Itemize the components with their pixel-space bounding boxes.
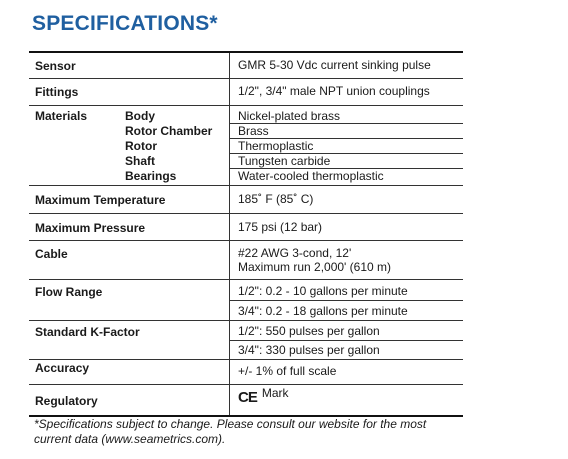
row-max-pressure: Maximum Pressure 175 psi (12 bar) [29, 213, 463, 240]
row-value: 1/2", 3/4" male NPT union couplings [238, 84, 430, 98]
row-value-line1: #22 AWG 3-cond, 12' [238, 246, 352, 260]
material-value: Water-cooled thermoplastic [238, 169, 384, 183]
row-label: Maximum Pressure [35, 221, 146, 235]
row-max-temperature: Maximum Temperature 185˚ F (85˚ C) [29, 185, 463, 213]
row-value: 185˚ F (85˚ C) [238, 192, 314, 206]
row-label: Standard K-Factor [35, 325, 140, 339]
row-materials: Materials Body Nickel-plated brass Rotor… [29, 105, 463, 185]
row-value-line1: 1/2": 0.2 - 10 gallons per minute [238, 284, 408, 298]
row-k-factor: Standard K-Factor 1/2": 550 pulses per g… [29, 320, 463, 359]
row-value-line1: 1/2": 550 pulses per gallon [238, 324, 380, 338]
row-value: CE Mark [238, 386, 289, 406]
material-part: Shaft [125, 154, 155, 168]
material-value: Tungsten carbide [238, 154, 331, 168]
row-label: Fittings [35, 85, 79, 99]
material-part: Rotor Chamber [125, 124, 213, 138]
row-label: Regulatory [35, 394, 98, 408]
row-label: Materials [35, 109, 88, 123]
row-label: Maximum Temperature [35, 193, 166, 207]
page-title: SPECIFICATIONS* [32, 12, 218, 35]
row-accuracy: Accuracy +/- 1% of full scale [29, 359, 463, 384]
material-value: Brass [238, 124, 269, 138]
material-part: Bearings [125, 169, 177, 183]
row-cable: Cable #22 AWG 3-cond, 12' Maximum run 2,… [29, 240, 463, 279]
row-label: Flow Range [35, 285, 103, 299]
ce-mark-icon: CE [238, 389, 258, 406]
row-label: Cable [35, 247, 68, 261]
row-flow-range: Flow Range 1/2": 0.2 - 10 gallons per mi… [29, 279, 463, 320]
row-label: Sensor [35, 59, 76, 73]
row-value-line2: Maximum run 2,000' (610 m) [238, 260, 392, 274]
material-part: Rotor [125, 139, 157, 153]
footnote: *Specifications subject to change. Pleas… [34, 417, 427, 446]
regulatory-text: Mark [261, 386, 289, 400]
material-value: Thermoplastic [238, 139, 314, 153]
row-regulatory: Regulatory CE Mark [29, 384, 463, 417]
material-part: Body [125, 109, 155, 123]
row-label: Accuracy [35, 361, 90, 375]
row-value-line2: 3/4": 0.2 - 18 gallons per minute [238, 304, 408, 318]
row-value: +/- 1% of full scale [238, 364, 337, 378]
specifications-table: Sensor GMR 5-30 Vdc current sinking puls… [29, 51, 463, 417]
row-sensor: Sensor GMR 5-30 Vdc current sinking puls… [29, 51, 463, 78]
row-value-line2: 3/4": 330 pulses per gallon [238, 343, 380, 357]
row-value: 175 psi (12 bar) [238, 220, 323, 234]
material-value: Nickel-plated brass [238, 109, 341, 123]
row-value: GMR 5-30 Vdc current sinking pulse [238, 58, 431, 72]
row-fittings: Fittings 1/2", 3/4" male NPT union coupl… [29, 78, 463, 105]
